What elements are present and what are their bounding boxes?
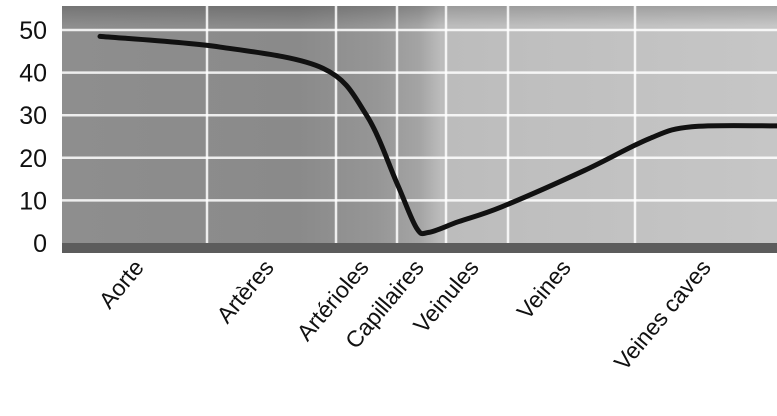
x-tick-label-6: Veines caves [609,255,716,376]
y-tick-label-0: 0 [33,230,47,258]
x-tick-label-5: Veines [512,255,576,325]
plot-background [62,6,777,243]
y-tick-label-40: 40 [19,60,47,88]
y-axis-ticks: 0 10 20 30 40 50 [19,17,47,258]
series-line [97,33,777,237]
y-tick-label-20: 20 [19,145,47,173]
x-axis-ticks: Aorte Artères ArtériolesCapillairesVeinule… [94,255,716,376]
y-tick-label-50: 50 [19,17,47,45]
curve-layer [97,33,777,237]
grid [62,6,777,243]
y-tick-label-30: 30 [19,102,47,130]
x-tick-label-1: Artères [211,255,279,329]
plot-top-shade [62,6,777,26]
y-tick-label-10: 10 [19,187,47,215]
plot-baseline-shadow [62,243,777,253]
x-tick-label-0: Aorte [94,255,149,314]
